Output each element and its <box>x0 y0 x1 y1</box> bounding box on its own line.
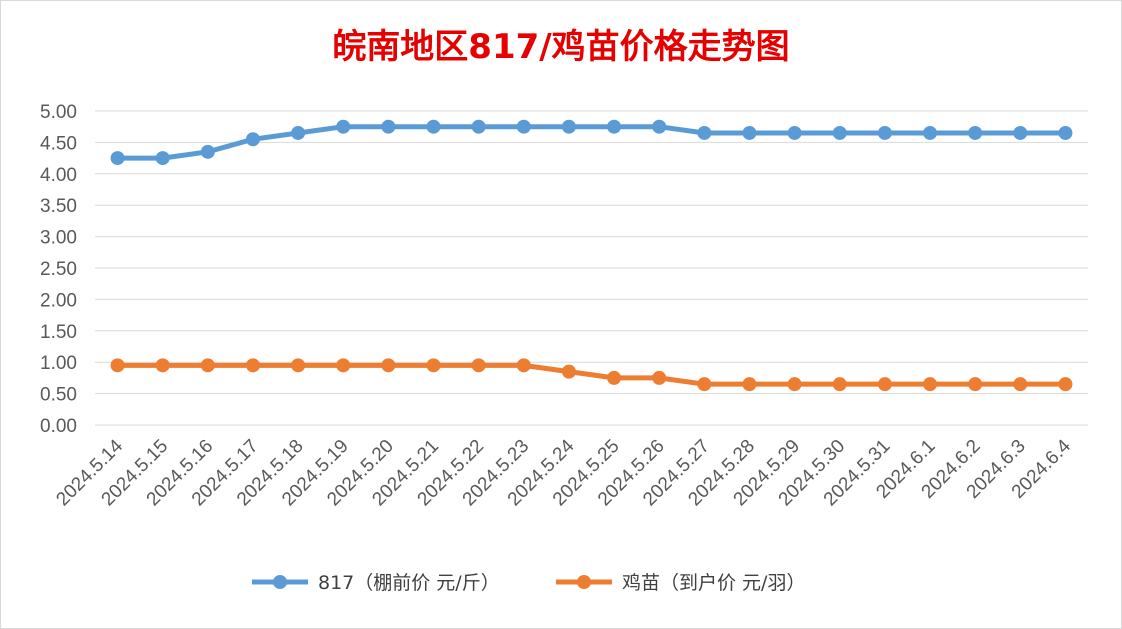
series-1 <box>110 119 1073 166</box>
data-point <box>155 358 170 373</box>
y-tick-label: 0.50 <box>40 385 77 406</box>
y-tick-label: 3.00 <box>40 228 77 249</box>
data-point <box>381 358 396 373</box>
y-tick-label: 2.50 <box>40 259 77 280</box>
data-point <box>245 132 260 147</box>
y-tick-label: 1.50 <box>40 322 77 343</box>
y-tick-label: 3.50 <box>40 196 77 217</box>
data-point <box>787 377 802 392</box>
series-line <box>115 362 1068 387</box>
legend-dot-marker <box>577 575 591 589</box>
data-point <box>561 364 576 379</box>
data-point <box>1058 377 1073 392</box>
data-point <box>652 370 667 385</box>
legend: 817（棚前价 元/斤） 鸡苗（到户价 元/羽） <box>252 572 805 594</box>
data-point <box>110 358 125 373</box>
data-point <box>336 358 351 373</box>
data-point <box>923 377 938 392</box>
chart-title: 皖南地区817/鸡苗价格走势图 <box>332 27 789 67</box>
legend-item-1: 817（棚前价 元/斤） <box>252 572 500 594</box>
data-point <box>200 144 215 159</box>
data-point <box>471 358 486 373</box>
data-point <box>607 119 622 134</box>
data-point <box>291 358 306 373</box>
data-point <box>742 125 757 140</box>
data-point <box>516 358 531 373</box>
data-point <box>923 125 938 140</box>
data-point <box>426 358 441 373</box>
y-tick-label: 5.00 <box>40 102 77 123</box>
data-point <box>471 119 486 134</box>
data-point <box>742 377 757 392</box>
data-point <box>336 119 351 134</box>
data-point <box>607 370 622 385</box>
series-group <box>110 119 1073 392</box>
legend-label: 817（棚前价 元/斤） <box>318 572 500 594</box>
data-point <box>877 125 892 140</box>
data-point <box>832 125 847 140</box>
data-point <box>787 125 802 140</box>
data-point <box>426 119 441 134</box>
data-point <box>110 151 125 166</box>
data-point <box>697 377 712 392</box>
legend-item-2: 鸡苗（到户价 元/羽） <box>556 572 805 594</box>
legend-dot-marker <box>273 575 287 589</box>
data-point <box>968 377 983 392</box>
data-point <box>291 125 306 140</box>
y-axis-ticks: 0.00 0.50 1.00 1.50 2.00 2.50 3.00 3.50 4.00 4.50… <box>40 102 77 437</box>
y-tick-label: 1.00 <box>40 353 77 374</box>
gridlines <box>95 110 1088 426</box>
legend-label: 鸡苗（到户价 元/羽） <box>622 572 805 594</box>
data-point <box>1058 125 1073 140</box>
data-point <box>200 358 215 373</box>
series-2 <box>110 358 1073 392</box>
data-point <box>516 119 531 134</box>
data-point <box>697 125 712 140</box>
y-tick-label: 4.00 <box>40 165 77 186</box>
data-point <box>832 377 847 392</box>
data-point <box>155 151 170 166</box>
data-point <box>1013 125 1028 140</box>
data-point <box>381 119 396 134</box>
y-tick-label: 2.00 <box>40 290 77 311</box>
data-point <box>1013 377 1028 392</box>
data-point <box>652 119 667 134</box>
y-tick-label: 4.50 <box>40 133 77 154</box>
data-point <box>877 377 892 392</box>
data-point <box>561 119 576 134</box>
data-point <box>245 358 260 373</box>
y-tick-label: 0.00 <box>40 416 77 437</box>
data-point <box>968 125 983 140</box>
series-line <box>115 124 1068 161</box>
